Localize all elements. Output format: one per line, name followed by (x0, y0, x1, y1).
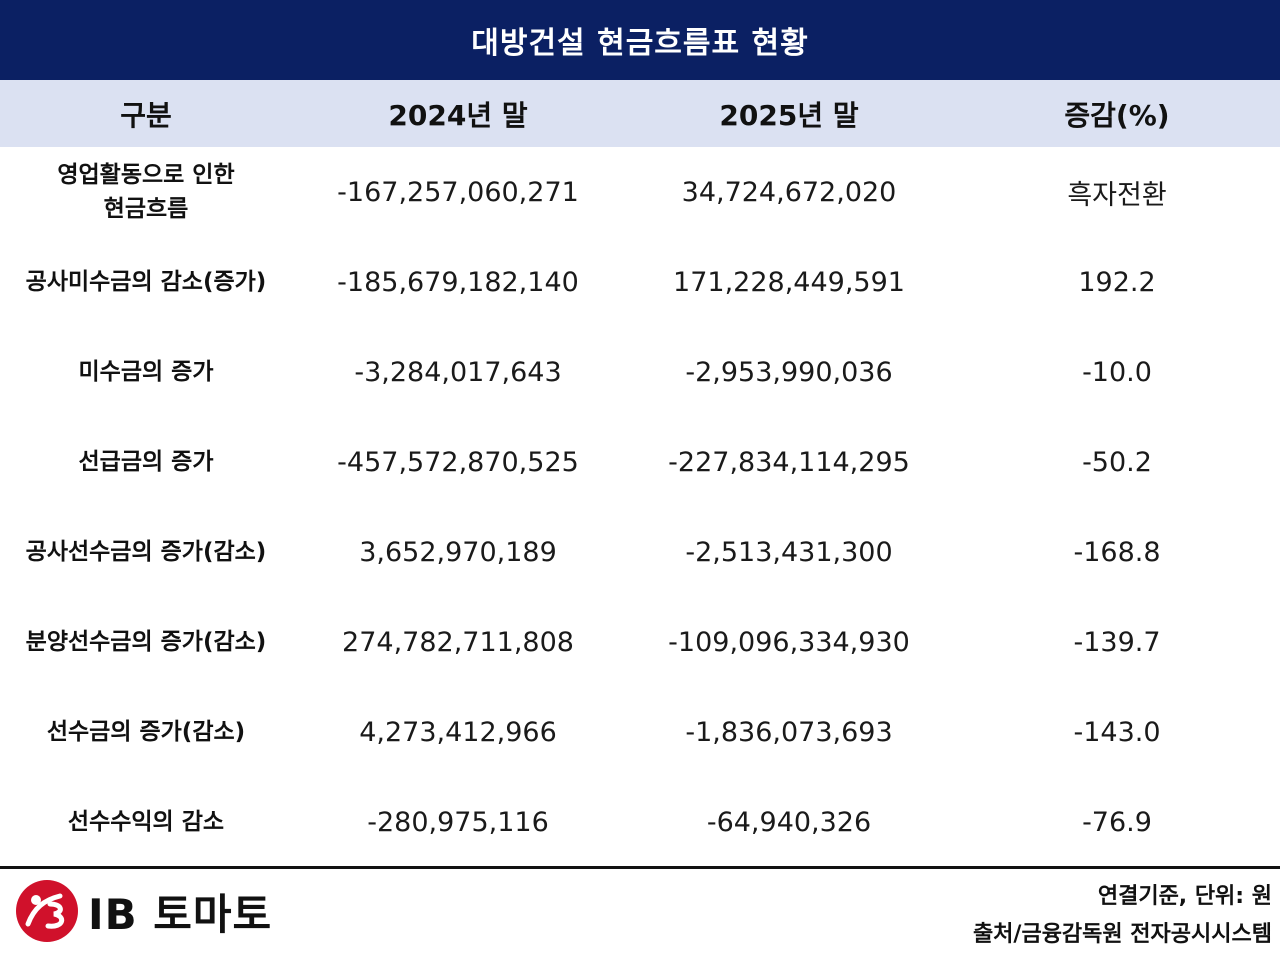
value-2024: -3,284,017,643 (354, 356, 562, 388)
value-2025: -2,953,990,036 (685, 356, 893, 388)
row-label: 공사미수금의 감소(증가) (25, 269, 267, 295)
value-2025: -109,096,334,930 (668, 626, 910, 658)
table-row: 영업활동으로 인한 현금흐름 -167,257,060,271 34,724,6… (0, 147, 1280, 237)
table-header-row: 구분 2024년 말 2025년 말 증감(%) (0, 80, 1280, 147)
value-2024: -457,572,870,525 (337, 446, 579, 478)
value-2025: 171,228,449,591 (673, 266, 905, 298)
row-label: 선수금의 증가(감소) (46, 719, 246, 745)
row-label: 선급금의 증가 (78, 449, 214, 475)
table-row: 분양선수금의 증가(감소) 274,782,711,808 -109,096,3… (0, 597, 1280, 687)
row-label: 공사선수금의 증가(감소) (25, 539, 267, 565)
value-2024: 3,652,970,189 (359, 536, 557, 568)
row-label: 미수금의 증가 (78, 359, 214, 385)
table-bottom-divider (0, 866, 1280, 869)
row-label-text: 영업활동으로 인한 현금흐름 (57, 162, 235, 222)
value-change: -139.7 (1073, 626, 1161, 658)
brand-logo: IB 토마토 (14, 878, 272, 944)
value-2024: 274,782,711,808 (342, 626, 574, 658)
table-row: 공사미수금의 감소(증가) -185,679,182,140 171,228,4… (0, 237, 1280, 327)
value-2025: 34,724,672,020 (681, 176, 897, 208)
table-row: 선수수익의 감소 -280,975,116 -64,940,326 -76.9 (0, 777, 1280, 867)
value-change: -10.0 (1082, 356, 1152, 388)
value-2025: -2,513,431,300 (685, 536, 893, 568)
header-category: 구분 (120, 98, 172, 132)
table-title: 대방건설 현금흐름표 현황 (0, 0, 1280, 80)
value-2025: -1,836,073,693 (685, 716, 893, 748)
value-2024: -167,257,060,271 (337, 176, 579, 208)
value-2024: -280,975,116 (367, 806, 549, 838)
footnote: 연결기준, 단위: 원 출처/금융감독원 전자공시시스템 (973, 878, 1272, 954)
row-label: 분양선수금의 증가(감소) (25, 629, 267, 655)
brand-logo-icon (16, 880, 78, 942)
brand-logo-text: IB 토마토 (88, 889, 273, 939)
value-change: 흑자전환 (1067, 179, 1167, 211)
unit-note: 연결기준, 단위: 원 (1097, 884, 1272, 909)
header-2024: 2024년 말 (388, 98, 528, 132)
header-change: 증감(%) (1064, 98, 1170, 132)
value-change: -168.8 (1073, 536, 1161, 568)
table-row: 미수금의 증가 -3,284,017,643 -2,953,990,036 -1… (0, 327, 1280, 417)
row-label: 선수수익의 감소 (67, 809, 225, 835)
value-change: -50.2 (1082, 446, 1152, 478)
value-2024: 4,273,412,966 (359, 716, 557, 748)
table-row: 선급금의 증가 -457,572,870,525 -227,834,114,29… (0, 417, 1280, 507)
value-change: 192.2 (1078, 266, 1156, 298)
table-row: 공사선수금의 증가(감소) 3,652,970,189 -2,513,431,3… (0, 507, 1280, 597)
header-2025: 2025년 말 (719, 98, 859, 132)
value-2024: -185,679,182,140 (337, 266, 579, 298)
table-row: 선수금의 증가(감소) 4,273,412,966 -1,836,073,693… (0, 687, 1280, 777)
table-body: 영업활동으로 인한 현금흐름 -167,257,060,271 34,724,6… (0, 147, 1280, 867)
value-change: -76.9 (1082, 806, 1152, 838)
source-note: 출처/금융감독원 전자공시시스템 (972, 922, 1272, 947)
value-2025: -64,940,326 (706, 806, 872, 838)
value-change: -143.0 (1073, 716, 1161, 748)
row-label: 영업활동으로 인한 현금흐름 (0, 147, 292, 237)
value-2025: -227,834,114,295 (668, 446, 910, 478)
